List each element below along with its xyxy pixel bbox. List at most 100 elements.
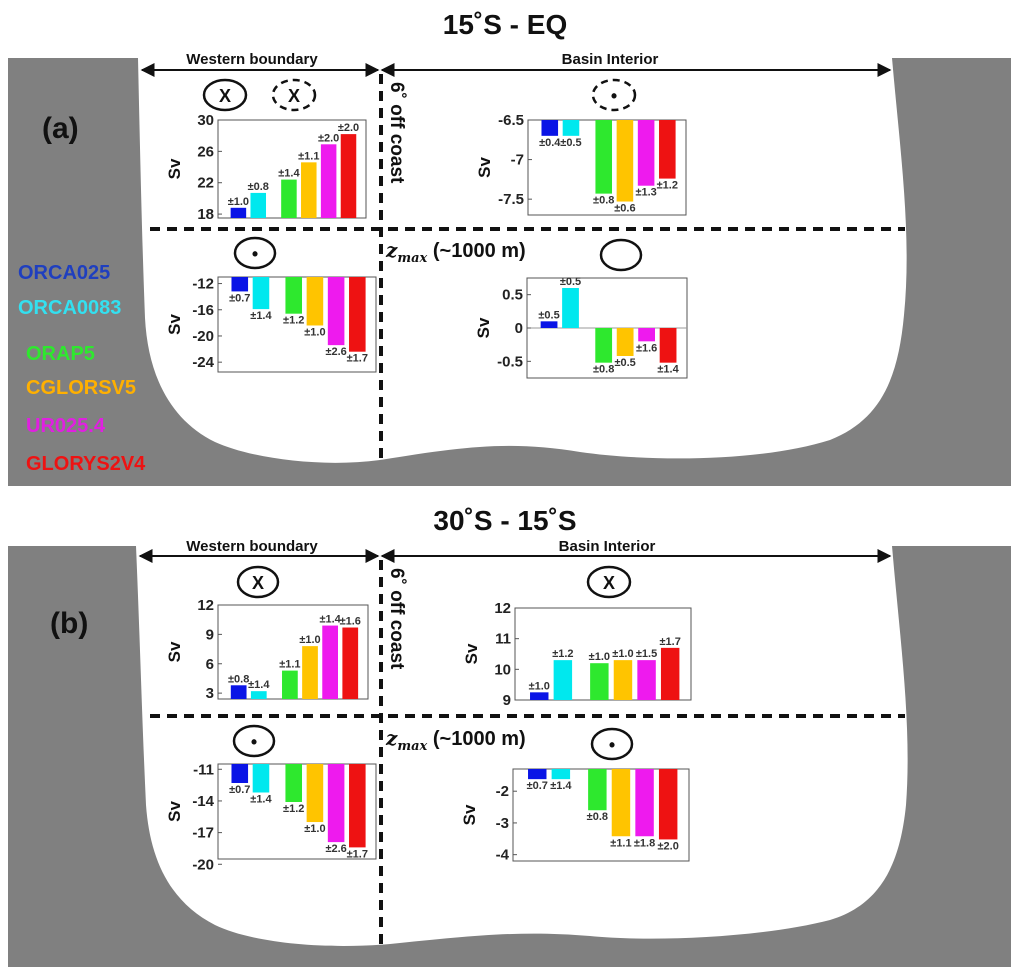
y-tick-label: -2 <box>496 783 509 800</box>
bar-orca0083 <box>252 277 270 310</box>
error-label: ±1.7 <box>347 353 368 365</box>
y-tick-label: 12 <box>494 600 511 617</box>
bar-cglorsv5 <box>616 328 634 356</box>
panel-b-zmax-label: zmax (~1000 m) <box>385 726 526 754</box>
y-tick-label: -24 <box>192 354 214 371</box>
empty-circle-icon <box>599 238 643 272</box>
bar-glorys2v4 <box>659 328 677 363</box>
bar-cglorsv5 <box>301 162 317 218</box>
error-label: ±0.7 <box>229 784 250 796</box>
y-tick-label: -11 <box>193 761 214 778</box>
legend-orca0083: ORCA0083 <box>18 297 121 319</box>
bar-ur025-4 <box>327 764 345 843</box>
y-tick-label: 26 <box>197 143 214 160</box>
y-tick-label: -12 <box>192 276 214 293</box>
panel-a-label: (a) <box>42 112 79 145</box>
panel-b: 30˚S - 15˚S Western boundary Basin Inter… <box>8 505 1011 967</box>
y-axis-label: Sv <box>165 314 184 335</box>
legend-glorys2v4: GLORYS2V4 <box>26 453 146 475</box>
error-label: ±1.2 <box>657 180 678 192</box>
legend-orap5: ORAP5 <box>26 343 95 365</box>
panel-a-zmax-label: zmax (~1000 m) <box>385 238 526 266</box>
y-tick-label: -16 <box>192 302 214 319</box>
y-tick-label: 0 <box>515 320 523 337</box>
panel-a-west-header: Western boundary <box>186 51 318 68</box>
y-axis-label: Sv <box>474 317 493 338</box>
error-label: ±0.6 <box>614 203 635 215</box>
out-of-page-dashed-mark: • <box>611 86 617 106</box>
error-label: ±2.6 <box>325 346 346 358</box>
error-label: ±1.6 <box>340 616 361 628</box>
y-tick-label: 10 <box>494 661 511 678</box>
bar-orca025 <box>231 277 249 292</box>
error-label: ±1.0 <box>589 651 610 663</box>
bar-glorys2v4 <box>658 769 678 840</box>
bar-cglorsv5 <box>616 120 634 202</box>
error-label: ±0.8 <box>593 364 614 376</box>
error-label: ±0.5 <box>538 309 559 321</box>
bar-ur025-4 <box>327 277 345 346</box>
y-tick-label: 18 <box>197 206 214 223</box>
bar-glorys2v4 <box>340 134 357 218</box>
legend-cglorsv5: CGLORSV5 <box>26 377 136 399</box>
out-of-page-mark: • <box>609 735 615 755</box>
error-label: ±1.7 <box>660 636 681 648</box>
y-axis-label: Sv <box>462 643 481 664</box>
error-label: ±1.0 <box>529 680 550 692</box>
bar-orap5 <box>285 277 303 314</box>
bar-ur025-4 <box>638 328 655 342</box>
error-label: ±0.8 <box>593 195 614 207</box>
y-tick-label: -17 <box>192 825 214 842</box>
bar-orca0083 <box>562 120 580 136</box>
y-tick-label: -3 <box>496 815 509 832</box>
y-tick-label: -14 <box>192 793 214 810</box>
y-axis-label: Sv <box>460 804 479 825</box>
bar-orca0083 <box>252 764 270 793</box>
chart-a-interior-upper: ±0.4 ±0.5 ±0.8±0.6±1.3±1.2 -6.5 -7 -7.5Sv <box>475 112 687 216</box>
error-label: ±2.0 <box>338 122 359 134</box>
bar-orca025 <box>231 764 249 783</box>
error-label: ±1.1 <box>610 837 631 849</box>
bar-cglorsv5 <box>611 769 631 837</box>
chart-b-interior-lower: ±0.7 ±1.4 ±0.8 ±1.1 ±1.8 ±2.0 -2 -3 -4 Sv <box>460 768 690 864</box>
out-of-page-mark: • <box>252 244 258 264</box>
panel-a-coast-label: 6˚ off coast <box>386 82 407 184</box>
out-of-page-mark: • <box>251 732 257 752</box>
y-tick-label: -20 <box>192 856 214 873</box>
legend: ORCA025 ORCA0083 ORAP5 CGLORSV5 UR025.4 … <box>18 262 146 475</box>
error-label: ±0.4 <box>539 137 561 149</box>
error-label: ±0.8 <box>228 673 249 685</box>
into-page-mark: X <box>219 86 231 106</box>
error-label: ±2.0 <box>318 132 339 144</box>
bar-orap5 <box>282 670 298 699</box>
into-page-icon <box>236 565 280 599</box>
panel-a: 15˚S - EQ Western boundary Basin Interio… <box>8 9 1011 486</box>
y-tick-label: -4 <box>496 847 510 864</box>
panel-a-title: 15˚S - EQ <box>443 9 567 40</box>
error-label: ±1.1 <box>298 150 319 162</box>
y-tick-label: 9 <box>206 626 214 643</box>
error-label: ±1.0 <box>299 634 320 646</box>
y-axis-label: Sv <box>165 641 184 662</box>
error-label: ±1.4 <box>250 310 272 322</box>
error-label: ±1.4 <box>278 168 300 180</box>
bar-orca025 <box>528 769 547 780</box>
error-label: ±1.4 <box>250 794 272 806</box>
bar-cglorsv5 <box>306 277 324 326</box>
legend-ur025-4: UR025.4 <box>26 415 106 437</box>
error-label: ±1.4 <box>657 364 679 376</box>
error-label: ±2.0 <box>658 840 679 852</box>
into-page-mark: X <box>603 573 615 593</box>
y-tick-label: 11 <box>495 631 511 648</box>
panel-b-coast-label: 6˚ off coast <box>386 568 407 670</box>
bar-orca025 <box>541 120 559 136</box>
bar-ur025-4 <box>322 625 338 699</box>
bar-orca0083 <box>562 288 579 328</box>
into-page-icon <box>586 565 632 599</box>
error-label: ±0.5 <box>560 276 581 288</box>
error-label: ±1.8 <box>634 837 655 849</box>
bar-cglorsv5 <box>302 646 318 699</box>
error-label: ±0.8 <box>248 181 269 193</box>
